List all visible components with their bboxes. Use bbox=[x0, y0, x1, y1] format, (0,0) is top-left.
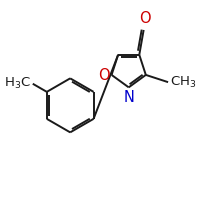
Text: H$_3$C: H$_3$C bbox=[4, 76, 31, 91]
Text: N: N bbox=[123, 90, 134, 105]
Text: CH$_3$: CH$_3$ bbox=[170, 75, 196, 90]
Text: O: O bbox=[139, 11, 150, 26]
Text: O: O bbox=[98, 68, 110, 83]
